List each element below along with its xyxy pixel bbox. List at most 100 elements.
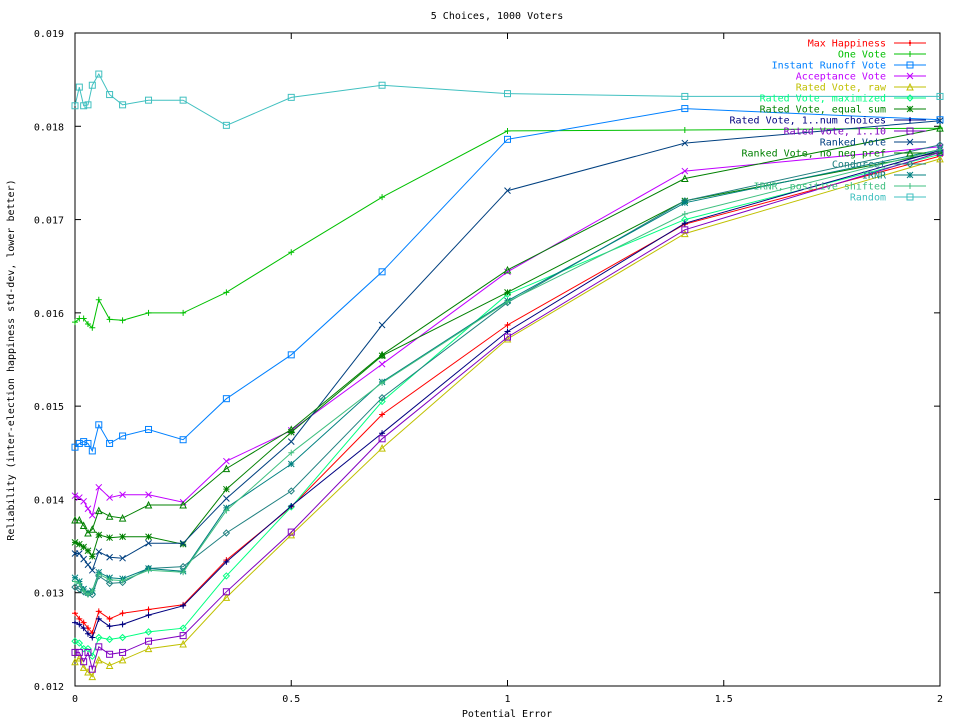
data-point [145, 425, 153, 433]
data-point [80, 315, 87, 322]
data-point [71, 583, 79, 591]
data-point [106, 316, 113, 323]
data-point [79, 663, 88, 671]
data-point [504, 187, 511, 195]
data-point [94, 506, 103, 515]
series-11 [71, 141, 944, 599]
data-point [119, 554, 126, 562]
data-point [71, 657, 79, 666]
data-point [84, 528, 92, 537]
data-point-dot [78, 617, 81, 621]
data-point [504, 268, 511, 276]
data-point [71, 637, 79, 645]
data-point [119, 533, 126, 541]
series-line [74, 149, 941, 594]
legend-marker [906, 72, 914, 80]
legend-label: Rated Vote, 1..10 [784, 127, 886, 138]
legend-label: IRNR [862, 171, 887, 182]
data-point [84, 439, 92, 447]
legend-label: Instant Runoff Vote [772, 61, 886, 72]
data-point-dot [91, 631, 94, 635]
data-point [504, 90, 511, 98]
data-point [80, 555, 88, 563]
data-point [223, 289, 230, 296]
data-point [119, 432, 127, 440]
data-point [119, 101, 127, 109]
data-point [503, 334, 512, 343]
data-point [80, 438, 88, 446]
data-point-dot [82, 621, 85, 624]
data-point [106, 534, 113, 542]
data-point [378, 360, 386, 368]
data-point [936, 154, 944, 163]
data-point [681, 167, 689, 175]
data-point [180, 309, 187, 316]
data-point-dot [181, 604, 185, 607]
data-point-dot [506, 323, 509, 327]
data-point-dot [121, 623, 124, 626]
data-point-dot [683, 222, 687, 225]
series-9 [71, 117, 944, 574]
data-point [287, 460, 295, 468]
legend-label: Ranked Vote [820, 138, 886, 149]
data-point [936, 116, 944, 124]
data-point-dot [97, 617, 100, 621]
data-point [95, 571, 102, 578]
data-point-dot [73, 621, 77, 624]
legend-marker [906, 148, 914, 157]
data-point [105, 635, 114, 644]
x-axis-label: Potential Error [462, 709, 552, 720]
data-point [222, 593, 231, 601]
series-line [75, 151, 941, 672]
data-point [378, 435, 386, 443]
data-point [75, 439, 83, 447]
data-point [106, 576, 113, 583]
series-1 [72, 125, 943, 331]
data-point-dot [506, 330, 509, 333]
data-point [144, 500, 153, 509]
data-point [503, 265, 512, 274]
data-point [681, 199, 689, 207]
data-point [84, 321, 91, 328]
data-point [378, 268, 386, 276]
data-point [95, 421, 103, 429]
legend-marker [906, 127, 914, 135]
data-point [95, 643, 103, 651]
data-point [145, 567, 152, 574]
legend-label: Ranked Vote, no neg pref [742, 149, 887, 160]
data-point [88, 590, 97, 599]
series-2 [71, 105, 944, 455]
series-10 [71, 124, 944, 537]
data-point [504, 333, 511, 341]
legend-marker [906, 160, 914, 168]
data-point [937, 146, 943, 153]
data-point [95, 483, 103, 491]
data-point [80, 543, 88, 551]
series-line [74, 149, 941, 596]
data-point [179, 539, 187, 547]
data-point [179, 500, 187, 509]
data-point [681, 210, 688, 217]
data-point [222, 121, 230, 129]
x-tick-label: 2 [937, 694, 943, 705]
legend-label: IRNR, positive shifted [754, 182, 886, 193]
legend-label: Random [850, 193, 886, 204]
data-point [75, 653, 84, 662]
legend-marker [906, 82, 914, 91]
series-line [74, 72, 940, 126]
data-point [144, 628, 153, 636]
data-point [118, 513, 127, 522]
data-point [179, 540, 187, 548]
data-point [75, 540, 83, 548]
data-point [105, 579, 114, 588]
data-point [88, 81, 96, 89]
data-point [71, 574, 79, 582]
data-point-dot [108, 625, 111, 628]
series-line [74, 150, 941, 639]
data-point [287, 438, 295, 445]
y-tick-label: 0.016 [34, 309, 64, 320]
data-point [79, 521, 88, 530]
legend-label: Max Happiness [808, 39, 886, 50]
data-point [88, 665, 96, 673]
